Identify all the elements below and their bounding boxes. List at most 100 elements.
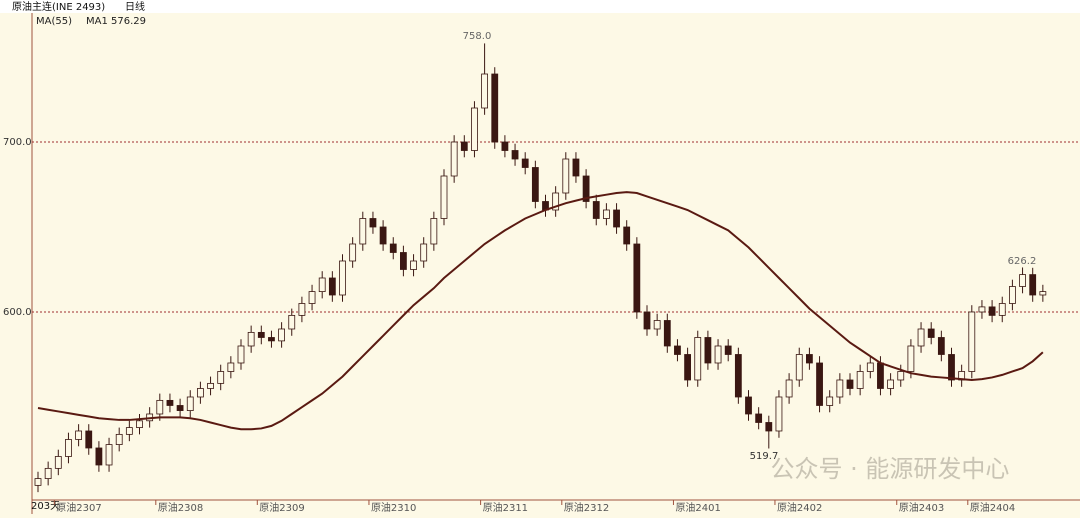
candle-body <box>501 141 509 151</box>
candle-body <box>471 107 478 151</box>
candle-body <box>511 150 519 160</box>
candle-body <box>349 243 357 262</box>
candle-body <box>288 314 296 330</box>
candle-body <box>430 218 438 245</box>
x-tick-label: 原油2403 <box>899 501 944 514</box>
header-bar <box>0 0 1080 13</box>
candle-body <box>897 371 905 381</box>
candle-body <box>937 337 945 355</box>
x-tick-label: 原油2308 <box>158 501 203 514</box>
candle-body <box>927 328 935 338</box>
ma-name: MA1 <box>86 16 108 27</box>
annotation: 519.7 <box>750 451 779 462</box>
watermark: 公众号 · 能源研发中心 <box>771 455 1010 483</box>
candle-body <box>136 420 143 428</box>
annotation: 626.2 <box>1008 256 1037 267</box>
candle-body <box>95 447 103 466</box>
candle-body <box>907 345 915 372</box>
candle-body <box>714 345 722 364</box>
candle-body <box>623 226 631 245</box>
candle-body <box>440 175 448 219</box>
x-tick-label: 原油2307 <box>56 501 101 514</box>
candle-body <box>278 328 286 342</box>
candle-body <box>1009 286 1016 304</box>
candle-body <box>196 388 204 398</box>
candle-body <box>339 260 346 296</box>
candle-body <box>460 141 468 151</box>
candle-body <box>308 291 316 304</box>
candle-body <box>806 354 813 364</box>
candle-body <box>450 141 458 177</box>
candle-body <box>704 337 712 364</box>
candle-body <box>531 167 539 202</box>
candle-body <box>785 379 793 398</box>
candle-body <box>592 201 600 219</box>
x-tick-label: 原油2309 <box>259 501 304 514</box>
candle-body <box>75 430 82 440</box>
candle-body <box>379 226 387 245</box>
candle-body <box>755 413 763 423</box>
indicator[interactable]: MA(55) <box>36 16 72 27</box>
x-tick-label: 原油2310 <box>371 501 416 514</box>
x-tick-label: 原油2312 <box>564 501 609 514</box>
candle-body <box>643 311 651 330</box>
candle-body <box>988 306 996 316</box>
candle-body <box>998 303 1006 316</box>
candle-body <box>491 73 499 143</box>
candle-body <box>359 218 367 245</box>
candle-body <box>34 478 42 486</box>
x-tick-label: 原油2401 <box>675 501 720 514</box>
candle-body <box>481 73 489 109</box>
candle-body <box>826 396 834 406</box>
candle-body <box>795 354 803 381</box>
candle-body <box>968 311 976 372</box>
x-tick-label: 原油2404 <box>970 501 1015 514</box>
y-tick-label: 700.0 <box>3 137 32 148</box>
candle-body <box>166 399 174 406</box>
candle-body <box>1019 274 1026 287</box>
candle-body <box>125 427 133 435</box>
candle-body <box>734 354 742 398</box>
candle-body <box>836 379 844 398</box>
candle-body <box>54 456 62 469</box>
x-tick-label: 原油2311 <box>483 501 528 514</box>
candle-body <box>521 158 529 168</box>
candle-body <box>745 396 752 415</box>
candle-body <box>156 399 164 415</box>
candle-body <box>1029 274 1037 296</box>
candle-body <box>978 306 986 313</box>
candle-body <box>846 379 854 389</box>
candle-body <box>724 345 732 355</box>
candle-body <box>694 337 702 381</box>
candle-body <box>217 371 225 384</box>
candle-body <box>207 382 214 389</box>
candle-body <box>663 320 671 347</box>
candle-body <box>176 405 184 411</box>
candle-body <box>115 433 123 445</box>
candle-body <box>1039 291 1047 296</box>
candle-body <box>399 252 407 270</box>
candle-body <box>105 444 113 466</box>
candle-body <box>268 337 275 342</box>
candle-body <box>582 175 590 202</box>
candle-body <box>917 328 925 347</box>
candle-body <box>866 362 874 372</box>
candle-body <box>572 158 580 177</box>
candle-body <box>948 354 955 381</box>
bar-count: 203天 <box>31 501 60 512</box>
candle-body <box>65 439 72 457</box>
candle-body <box>613 209 620 228</box>
candle-body <box>603 209 610 219</box>
candle-body <box>775 396 783 432</box>
candle-body <box>257 331 265 338</box>
candle-body <box>877 362 884 389</box>
period[interactable]: 日线 <box>125 0 145 13</box>
candle-body <box>562 158 570 194</box>
annotation: 758.0 <box>463 31 492 42</box>
candle-body <box>369 218 377 228</box>
candle-body <box>552 192 560 211</box>
candle-body <box>247 331 255 347</box>
candle-body <box>684 354 691 381</box>
candle-body <box>633 243 641 313</box>
